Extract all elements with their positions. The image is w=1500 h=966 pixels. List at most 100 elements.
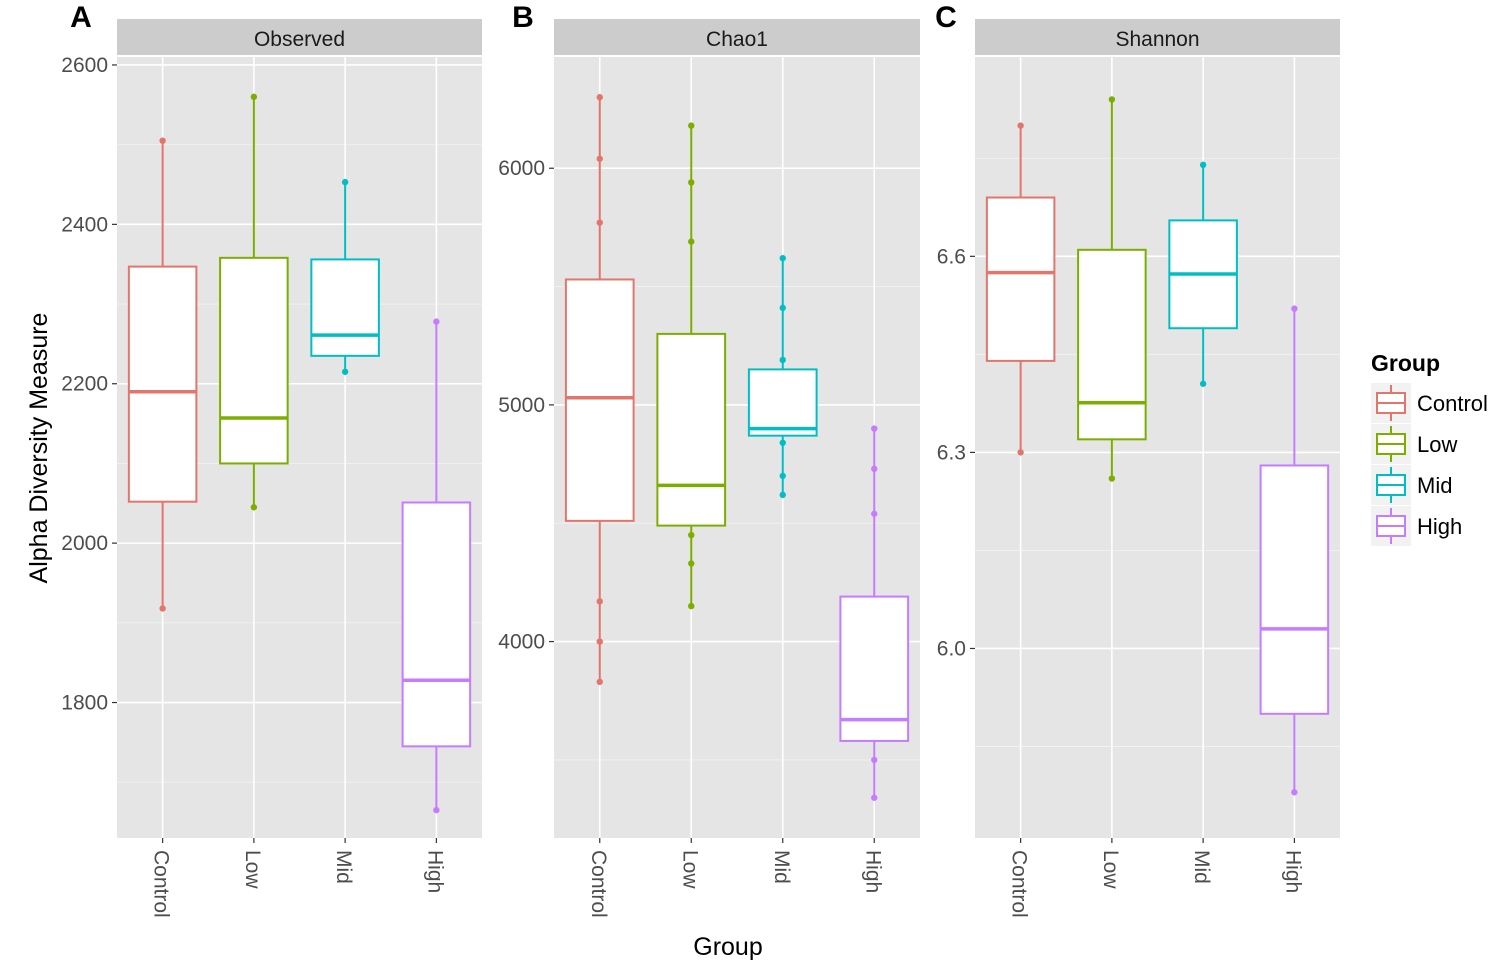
legend-item-low: Low — [1371, 424, 1457, 464]
legend-label: Mid — [1417, 473, 1452, 498]
panel-letter: A — [70, 1, 92, 34]
data-point — [596, 219, 603, 226]
facet-strip — [554, 19, 920, 55]
x-tick-label: High — [423, 850, 446, 893]
data-point — [596, 94, 603, 101]
legend-label: Low — [1417, 432, 1457, 457]
data-point — [779, 439, 786, 446]
x-tick-label: High — [1281, 850, 1304, 893]
box-control — [985, 122, 1056, 456]
data-point — [433, 806, 440, 814]
x-tick-label: Mid — [1190, 850, 1213, 884]
legend-item-high: High — [1371, 506, 1462, 546]
data-point — [871, 510, 878, 517]
x-tick-label: Low — [678, 850, 701, 889]
data-point — [688, 179, 695, 186]
y-tick-label: 6000 — [498, 157, 545, 180]
box-body — [985, 196, 1056, 362]
box-body — [564, 278, 635, 522]
data-point — [1108, 96, 1116, 103]
data-point — [688, 531, 695, 539]
data-point — [1291, 789, 1298, 796]
data-point — [596, 598, 603, 605]
data-point — [779, 254, 786, 262]
legend-label: Control — [1417, 391, 1488, 416]
data-point — [1017, 122, 1024, 129]
x-tick-label: Control — [587, 850, 610, 918]
panel-letter: C — [935, 1, 957, 34]
data-point — [596, 638, 603, 645]
box-high — [1259, 305, 1330, 796]
y-tick-label: 2600 — [61, 54, 108, 77]
y-tick-label: 2200 — [61, 373, 108, 396]
y-tick-label: 2000 — [61, 532, 108, 555]
y-tick-label: 2400 — [61, 213, 108, 236]
data-point — [433, 318, 440, 325]
x-tick-label: High — [861, 850, 884, 893]
legend: Group Control Low Mid High — [1371, 350, 1488, 546]
data-point — [779, 491, 786, 499]
box-body — [219, 256, 289, 465]
data-point — [1291, 305, 1298, 312]
data-point — [250, 93, 258, 101]
box-low — [656, 122, 727, 610]
legend-label: High — [1417, 514, 1462, 539]
box-body — [1259, 464, 1330, 715]
box-low — [1077, 96, 1147, 482]
data-point — [159, 137, 166, 144]
x-tick-label: Low — [241, 850, 264, 889]
box-body — [839, 595, 910, 742]
x-axis-title: Group — [693, 933, 762, 961]
box-high — [401, 318, 472, 814]
legend-title: Group — [1371, 350, 1440, 376]
legend-item-control: Control — [1371, 383, 1488, 423]
data-point — [871, 465, 878, 472]
plot-background — [975, 57, 1340, 838]
y-tick-label: 4000 — [498, 631, 545, 654]
box-body — [747, 368, 818, 437]
data-point — [596, 155, 603, 162]
data-point — [871, 756, 878, 764]
data-point — [1199, 161, 1207, 169]
box-control — [564, 94, 635, 685]
panels: A Observed 1800 2000 2200 2400 2600 Control Low M… — [61, 1, 1340, 918]
data-point — [1017, 449, 1024, 456]
data-point — [688, 560, 695, 567]
panel-c: C Shannon 6.0 6.3 6.6 Control Low Mid High — [935, 1, 1340, 918]
data-point — [688, 122, 695, 129]
data-point — [1108, 475, 1116, 482]
y-tick-label: 6.6 — [937, 245, 966, 268]
panel-a: A Observed 1800 2000 2200 2400 2600 Control Low M… — [61, 1, 482, 918]
box-control — [127, 137, 198, 612]
box-mid — [310, 178, 380, 375]
data-point — [688, 602, 695, 610]
box-body — [310, 258, 380, 357]
x-tick-label: Control — [1008, 850, 1031, 918]
y-tick-label: 6.3 — [937, 441, 966, 464]
y-tick-label: 6.0 — [937, 637, 966, 660]
data-point — [871, 425, 878, 432]
y-axis-title: Alpha Diversity Measure — [25, 313, 53, 584]
data-point — [871, 794, 878, 801]
box-mid — [1168, 161, 1238, 387]
data-point — [159, 605, 166, 612]
facet-strip-title: Shannon — [1115, 28, 1199, 51]
data-point — [779, 304, 786, 312]
box-mid — [747, 254, 818, 499]
data-point — [250, 504, 258, 511]
x-tick-label: Mid — [770, 850, 793, 884]
y-tick-label: 5000 — [498, 394, 545, 417]
y-tick-label: 1800 — [61, 692, 108, 715]
x-tick-label: Control — [150, 850, 173, 918]
data-point — [341, 178, 349, 186]
data-point — [341, 368, 349, 375]
box-body — [656, 332, 727, 527]
box-body — [401, 501, 472, 748]
data-point — [1199, 380, 1207, 387]
legend-item-mid: Mid — [1371, 465, 1452, 505]
x-tick-label: Low — [1099, 850, 1122, 889]
facet-strip — [117, 19, 482, 55]
box-low — [219, 93, 289, 511]
box-body — [127, 265, 198, 503]
